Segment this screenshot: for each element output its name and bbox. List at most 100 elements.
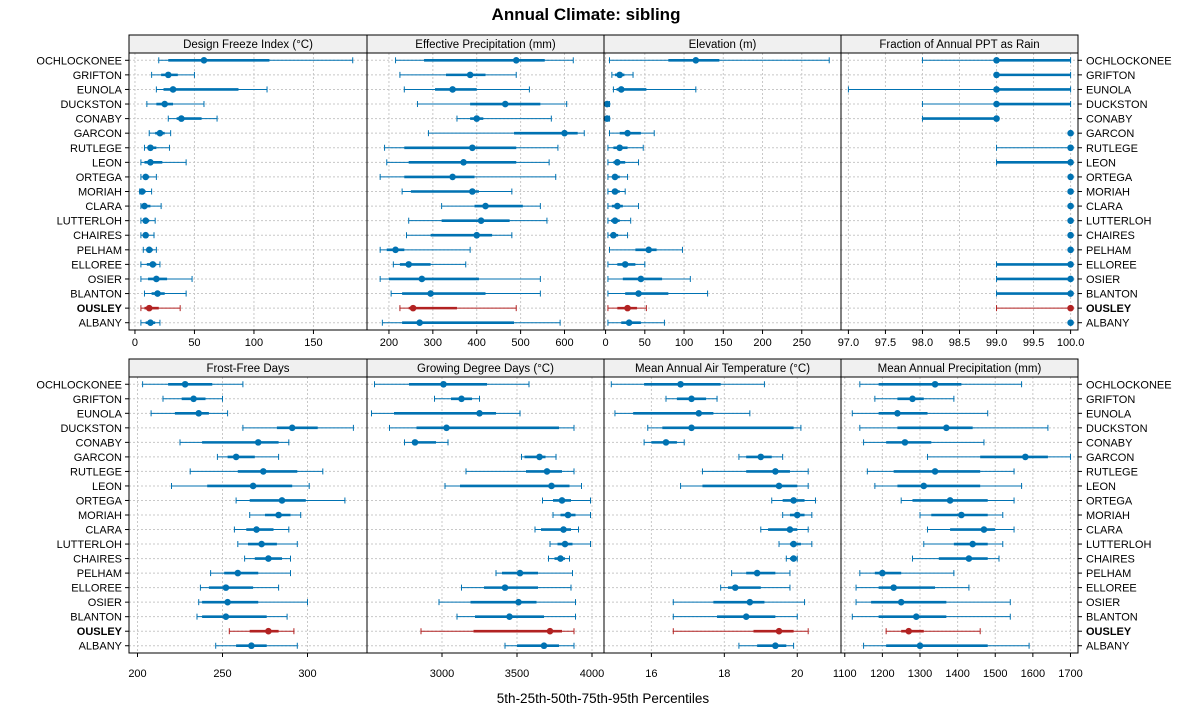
row-label: OCHLOCKONEE <box>1086 379 1172 391</box>
median-point <box>1067 304 1074 312</box>
median-point <box>234 569 242 577</box>
row-label: GRIFTON <box>1086 394 1135 406</box>
x-tick-label: 1300 <box>908 668 932 680</box>
x-tick-label: 98.5 <box>949 337 970 349</box>
median-point <box>931 468 939 475</box>
median-point <box>142 217 149 224</box>
median-point <box>980 526 988 533</box>
median-point <box>912 613 920 620</box>
x-tick-label: 20 <box>791 668 803 680</box>
row-label: OUSLEY <box>1086 626 1132 638</box>
median-point <box>265 555 272 562</box>
row-label: DUCKSTON <box>1086 423 1148 435</box>
row-label: GRIFTON <box>73 394 122 406</box>
median-point <box>1067 246 1074 254</box>
median-point <box>232 453 240 461</box>
row-label: OCHLOCKONEE <box>36 55 122 67</box>
median-point <box>416 319 423 327</box>
x-tick-label: 1200 <box>870 668 894 680</box>
x-tick-label: 1700 <box>1058 668 1082 680</box>
row-label: MORIAH <box>78 510 122 522</box>
row-label: OUSLEY <box>1086 303 1132 315</box>
row-label: CHAIRES <box>73 230 122 242</box>
median-point <box>969 540 976 548</box>
row-label: EUNOLA <box>1086 84 1132 96</box>
median-point <box>149 261 157 268</box>
median-point <box>260 468 267 475</box>
row-label: PELHAM <box>1086 568 1131 580</box>
median-point <box>458 395 465 403</box>
median-point <box>731 584 739 591</box>
median-point <box>142 173 149 181</box>
x-tick-label: 16 <box>645 668 657 680</box>
row-label: ORTEGA <box>76 495 123 507</box>
row-label: ALBANY <box>79 318 123 330</box>
x-tick-label: 99.0 <box>986 337 1007 349</box>
panel-title: Mean Annual Precipitation (mm) <box>878 363 1042 375</box>
median-point <box>786 526 794 533</box>
x-tick-label: 0 <box>603 337 609 349</box>
row-label: GARCON <box>1086 452 1134 464</box>
row-label: CLARA <box>1086 201 1123 213</box>
median-point <box>603 115 611 122</box>
row-label: OCHLOCKONEE <box>36 379 122 391</box>
median-point <box>254 439 262 446</box>
median-point <box>543 468 551 475</box>
median-point <box>1067 275 1074 283</box>
median-point <box>775 482 783 490</box>
median-point <box>688 395 695 403</box>
row-label: LEON <box>92 157 122 169</box>
x-tick-label: 300 <box>298 668 316 680</box>
median-point <box>790 555 797 562</box>
row-label: CONABY <box>1086 437 1133 449</box>
median-point <box>222 584 230 591</box>
median-point <box>1067 231 1074 239</box>
row-label: CLARA <box>85 201 122 213</box>
median-point <box>169 86 177 93</box>
median-point <box>506 613 513 620</box>
median-point <box>958 511 965 519</box>
median-point <box>515 598 522 606</box>
row-label: LUTTERLOH <box>1086 539 1151 551</box>
x-tick-label: 1100 <box>833 668 857 680</box>
median-point <box>1067 261 1074 268</box>
row-label: CHAIRES <box>73 554 122 566</box>
median-point <box>469 188 476 195</box>
median-point <box>1067 144 1074 152</box>
median-point <box>564 511 572 519</box>
row-label: CHAIRES <box>1086 554 1135 566</box>
row-label: ALBANY <box>1086 641 1130 653</box>
median-point <box>516 569 524 577</box>
x-tick-label: 4000 <box>580 668 604 680</box>
median-point <box>695 410 703 417</box>
median-point <box>993 100 1000 108</box>
median-point <box>1067 188 1074 195</box>
median-point <box>476 410 483 417</box>
x-tick-label: 150 <box>714 337 732 349</box>
x-tick-label: 3000 <box>430 668 454 680</box>
x-tick-label: 600 <box>555 337 573 349</box>
panel-title: Design Freeze Index (°C) <box>183 39 313 51</box>
row-label: BLANTON <box>1086 289 1138 301</box>
median-point <box>178 115 185 122</box>
x-tick-label: 300 <box>424 337 442 349</box>
row-label: ORTEGA <box>1086 495 1133 507</box>
x-tick-label: 18 <box>718 668 730 680</box>
row-label: CLARA <box>1086 525 1123 537</box>
x-tick-label: 100.0 <box>1057 337 1085 349</box>
median-point <box>790 540 797 548</box>
panel-title: Fraction of Annual PPT as Rain <box>879 39 1039 51</box>
median-point <box>611 188 619 195</box>
row-label: PELHAM <box>77 245 122 257</box>
median-point <box>894 410 901 417</box>
median-point <box>746 598 754 606</box>
median-point <box>965 555 973 562</box>
chart-title: Annual Climate: sibling <box>492 5 681 24</box>
x-tick-label: 50 <box>639 337 651 349</box>
median-point <box>427 290 434 297</box>
row-label: MORIAH <box>1086 187 1130 199</box>
row-label: RUTLEGE <box>1086 466 1138 478</box>
median-point <box>409 304 417 312</box>
median-point <box>879 569 886 577</box>
median-point <box>1067 290 1074 297</box>
